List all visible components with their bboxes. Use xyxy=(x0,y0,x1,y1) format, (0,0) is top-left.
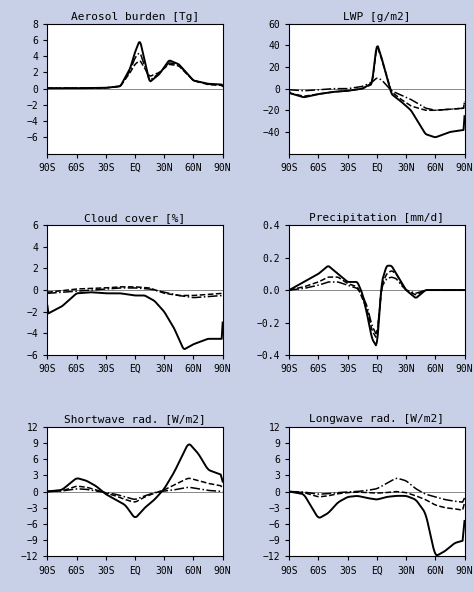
Title: Aerosol burden [Tg]: Aerosol burden [Tg] xyxy=(71,11,199,21)
Title: Longwave rad. [W/m2]: Longwave rad. [W/m2] xyxy=(310,414,445,424)
Title: LWP [g/m2]: LWP [g/m2] xyxy=(343,11,410,21)
Title: Shortwave rad. [W/m2]: Shortwave rad. [W/m2] xyxy=(64,414,206,424)
Title: Precipitation [mm/d]: Precipitation [mm/d] xyxy=(310,213,445,223)
Title: Cloud cover [%]: Cloud cover [%] xyxy=(84,213,186,223)
